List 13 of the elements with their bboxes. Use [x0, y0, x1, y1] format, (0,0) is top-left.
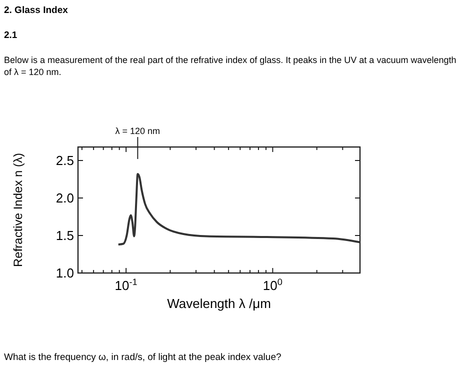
y-tick-label: 1.0: [56, 266, 74, 280]
chart-title: 2. Glass Index: [4, 5, 69, 16]
y-tick-label: 2.0: [56, 190, 74, 206]
y-tick-label: 1.5: [56, 228, 74, 243]
text: What is the frequency ω, in rad/s, of light at the peak index value?: [4, 352, 282, 363]
x-tick-label: 10$^{0}$: [262, 277, 282, 293]
x-axis-title: Wavelength λ /μm: [167, 296, 271, 311]
x-tick-label: 10$^{-1}$: [114, 277, 138, 293]
y-tick-label: 2.5: [56, 153, 74, 168]
text: Below is a measurement of the real part of the refrative index of glass. It peaks in the UV at a vacuum wavelength of λ = 120 nm.: [4, 55, 456, 77]
y-axis-title: Refractive Index n (λ): [11, 152, 25, 268]
ref-line-label: λ = 120 nm: [115, 126, 160, 136]
chart-subtitle: 2.1: [4, 30, 18, 41]
